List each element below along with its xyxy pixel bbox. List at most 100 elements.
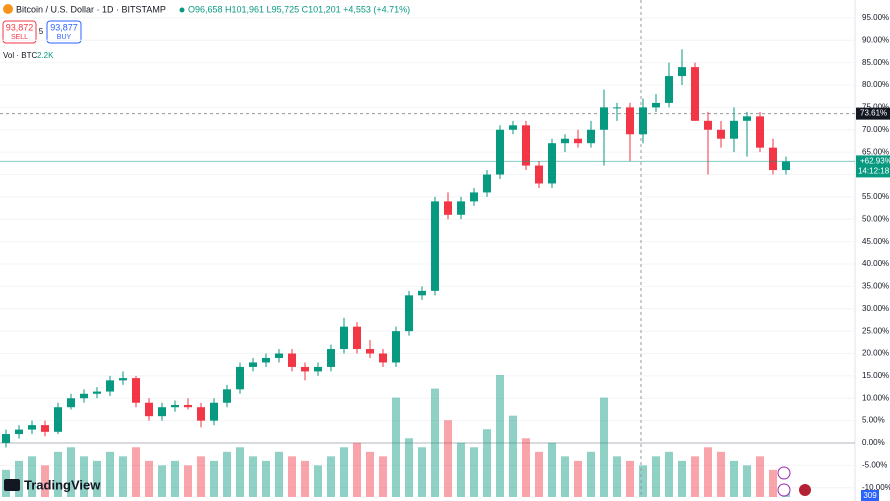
event-icon[interactable] (777, 483, 791, 497)
candle-body (613, 107, 621, 109)
candle-body (470, 192, 478, 202)
volume-bar (730, 460, 738, 497)
volume-bar (509, 415, 517, 497)
candle-body (54, 407, 62, 432)
candle-body (15, 429, 23, 435)
volume-bar (301, 460, 309, 497)
volume-bar (665, 451, 673, 497)
candle-body (782, 161, 790, 171)
candle-body (275, 353, 283, 358)
volume-bar (444, 420, 452, 497)
candle-body (691, 67, 699, 121)
volume-bar (119, 456, 127, 497)
y-tick-label: 10.00% (862, 393, 889, 402)
volume-bar (691, 456, 699, 497)
volume-bar (353, 442, 361, 497)
candle-body (574, 138, 582, 144)
y-tick-label: 30.00% (862, 304, 889, 313)
candle-body (301, 366, 309, 372)
event-icon[interactable] (777, 466, 791, 480)
y-tick-label: 50.00% (862, 214, 889, 223)
candle-body (509, 125, 517, 130)
volume-bar (535, 451, 543, 497)
candle-body (132, 378, 140, 403)
candle-body (743, 116, 751, 121)
y-tick-label: 25.00% (862, 326, 889, 335)
candle-body (665, 76, 673, 103)
volume-label: Vol · BTC (3, 51, 37, 60)
volume-bar (288, 456, 296, 497)
spread: 5 (39, 27, 44, 36)
y-tick-label: 45.00% (862, 237, 889, 246)
candle-body (405, 295, 413, 332)
buy-label[interactable]: BUY (57, 34, 72, 41)
y-tick-label: 55.00% (862, 192, 889, 201)
volume-bar (262, 460, 270, 497)
volume-bar (613, 456, 621, 497)
volume-bar (522, 438, 530, 497)
volume-bar (587, 451, 595, 497)
volume-bar (717, 451, 725, 497)
volume-bar (743, 465, 751, 497)
volume-bar (652, 456, 660, 497)
candle-body (340, 326, 348, 350)
ohlc: O96,658 H101,961 L95,725 C101,201 +4,553… (188, 4, 410, 14)
candle-body (678, 67, 686, 77)
volume-bar (457, 442, 465, 497)
volume-bar (275, 451, 283, 497)
candle-body (717, 129, 725, 139)
sell-box[interactable] (2, 20, 37, 44)
volume-bar (132, 447, 140, 497)
countdown: 14:12:18 (858, 167, 890, 176)
sell-button[interactable]: 93,872 SELL (2, 20, 37, 44)
volume-bar (145, 460, 153, 497)
volume-bar (80, 456, 88, 497)
volume-bar (236, 447, 244, 497)
buy-button[interactable]: 93,877 BUY (46, 20, 82, 44)
volume-bar (314, 465, 322, 497)
candle-body (639, 107, 647, 135)
candle-body (418, 290, 426, 296)
buy-price[interactable]: 93,877 (50, 22, 78, 32)
volume-bar (483, 429, 491, 497)
logo-text: TradingView (24, 477, 101, 492)
volume-value: 2.2K (37, 51, 54, 60)
candle-body (444, 201, 452, 215)
badge-text: 309 (863, 491, 877, 500)
volume-bar (54, 451, 62, 497)
y-tick-label: 75.00% (862, 103, 889, 112)
candle-body (67, 398, 75, 408)
volume-bar (470, 447, 478, 497)
volume-bar (496, 375, 504, 497)
volume-bar (184, 465, 192, 497)
candle-body (457, 201, 465, 215)
buy-box[interactable] (46, 20, 82, 44)
sell-label[interactable]: SELL (11, 34, 28, 41)
flag-icon[interactable] (799, 484, 811, 496)
volume-bar (67, 447, 75, 497)
volume-bar (366, 451, 374, 497)
candle-body (392, 331, 400, 363)
candle-body (535, 165, 543, 184)
volume-bar (379, 456, 387, 497)
sell-price[interactable]: 93,872 (6, 22, 34, 32)
volume-bar (418, 447, 426, 497)
y-tick-label: -10.00% (862, 483, 890, 492)
y-tick-label: 40.00% (862, 259, 889, 268)
volume-bar (756, 456, 764, 497)
candle-body (756, 116, 764, 148)
volume-bar (15, 460, 23, 497)
coin-icon (3, 4, 13, 14)
volume-bar (392, 397, 400, 497)
y-tick-label: 65.00% (862, 147, 889, 156)
candle-body (93, 391, 101, 394)
candle-body (496, 129, 504, 175)
last-price-tag (856, 155, 890, 178)
candle-body (2, 434, 10, 444)
candle-body (41, 425, 49, 432)
candle-body (366, 349, 374, 354)
volume-bar (626, 460, 634, 497)
candle-body (223, 389, 231, 403)
